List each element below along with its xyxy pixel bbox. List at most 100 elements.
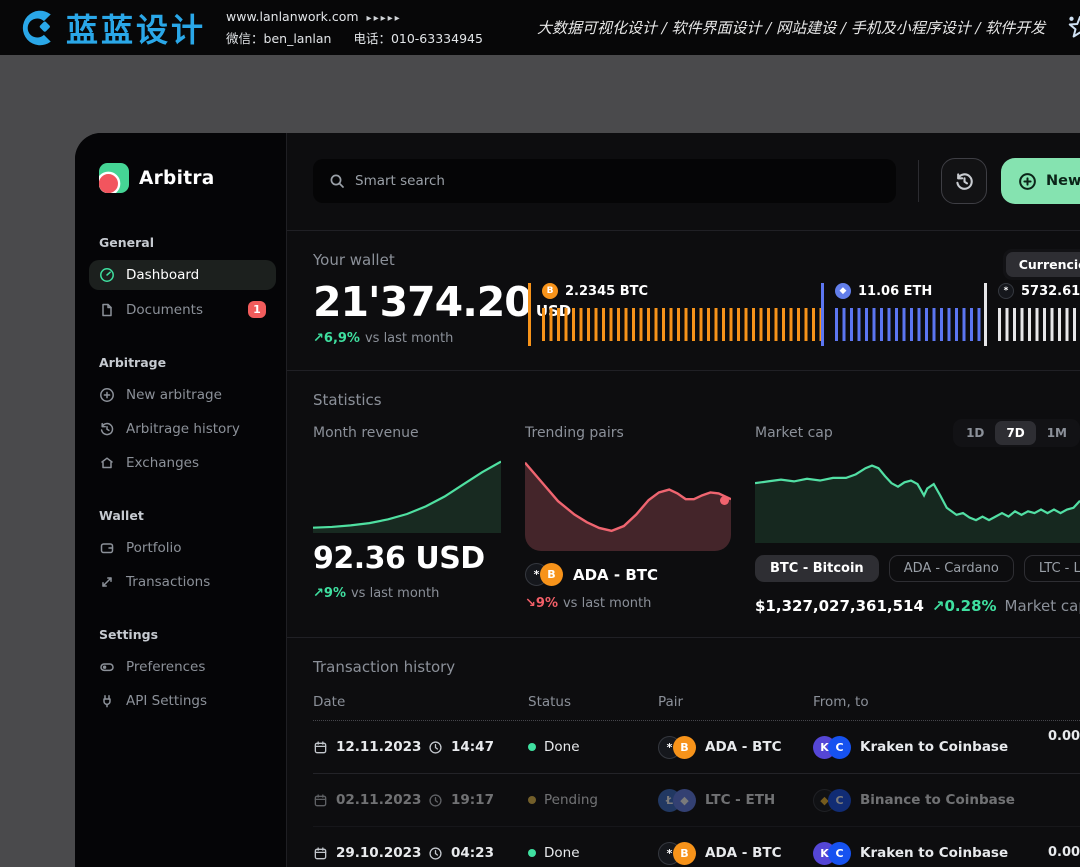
header-date: Date: [313, 694, 528, 710]
tx-date: 29.10.2023: [336, 845, 420, 861]
btc-icon: B: [542, 283, 558, 299]
star-icon: [1065, 13, 1080, 43]
change-note: vs last month: [351, 586, 439, 601]
header-pair: Pair: [658, 694, 813, 710]
trending-pairs-chart: [525, 455, 731, 551]
trending-pair: * B ADA - BTC: [525, 563, 731, 586]
chart-end-dot: [720, 496, 729, 505]
range-1d[interactable]: 1D: [955, 421, 995, 445]
banner-contact: www.lanlanwork.com▸▸▸▸▸ 微信：ben_lanlan电话：…: [226, 6, 483, 50]
coinbase-icon: C: [828, 842, 851, 865]
ada-amount: 5732.61 ADA: [1021, 284, 1080, 299]
transaction-history-section: Transaction history Date Status Pair Fro…: [287, 638, 1080, 867]
change-value: 9%: [536, 596, 558, 611]
cell-from-to: K C Kraken to Coinbase: [813, 736, 1048, 759]
table-row[interactable]: 29.10.2023 04:23 Done * B: [313, 827, 1080, 867]
pair-label: ADA - BTC: [573, 566, 658, 584]
table-header: Date Status Pair From, to: [313, 694, 1080, 721]
asset-eth: ◆ 11.06 ETH: [821, 283, 984, 346]
banner-url: www.lanlanwork.com: [226, 9, 359, 24]
wallet-icon: [99, 540, 115, 556]
exchange-icons: K C: [813, 842, 851, 865]
status-dot-pending: [528, 796, 536, 804]
toggle-currencies[interactable]: Currencies: [1006, 252, 1080, 277]
sidebar-item-label: New arbitrage: [126, 387, 222, 403]
from-to-label: Kraken to Coinbase: [860, 845, 1008, 861]
table-row[interactable]: 12.11.2023 14:47 Done * B: [313, 721, 1080, 774]
trend-up-icon: ↗: [313, 586, 324, 601]
status-dot-done: [528, 743, 536, 751]
coin-tags: BTC - Bitcoin ADA - Cardano LTC - Liteco…: [755, 555, 1080, 582]
cell-status: Done: [528, 739, 658, 755]
cell-pair: * B ADA - BTC: [658, 736, 813, 759]
btc-icon: B: [673, 842, 696, 865]
asset-ada: * 5732.61 ADA: [984, 283, 1080, 346]
banner-url-arrows: ▸▸▸▸▸: [367, 13, 402, 24]
pair-icons: * B: [658, 736, 696, 759]
change-value: 6,9%: [324, 331, 360, 346]
wallet-section: Your wallet Currencies E 21'374.20USD ↗6…: [287, 231, 1080, 371]
transactions-title: Transaction history: [313, 658, 1080, 676]
pair-icons: * B: [525, 563, 563, 586]
cell-amount: 0.0000: [1048, 844, 1080, 863]
tx-time: 14:47: [451, 739, 494, 755]
range-7d[interactable]: 7D: [995, 421, 1035, 445]
cell-date: 29.10.2023 04:23: [313, 845, 528, 861]
sidebar-item-exchanges[interactable]: Exchanges: [89, 448, 276, 478]
nav-group-arbitrage: Arbitrage New arbitrage Arbitrage histor…: [99, 355, 266, 478]
lanlan-logo: 蓝蓝设计: [18, 5, 206, 51]
plug-icon: [99, 693, 115, 709]
main-content: New a Your wallet Currencies E 21'374.20…: [286, 133, 1080, 867]
search-input[interactable]: [355, 173, 880, 189]
sidebar-item-api-settings[interactable]: API Settings: [89, 686, 276, 716]
tag-ada-cardano[interactable]: ADA - Cardano: [889, 555, 1014, 582]
new-arbitrage-button[interactable]: New a: [1001, 158, 1080, 204]
calendar-icon: [313, 740, 328, 755]
arbitra-brand[interactable]: Arbitra: [99, 163, 266, 193]
card-label: Market cap: [755, 425, 833, 441]
status-dot-done: [528, 849, 536, 857]
eth-amount: 11.06 ETH: [858, 284, 932, 299]
balance-value: 21'374.20: [313, 278, 532, 326]
sidebar-item-new-arbitrage[interactable]: New arbitrage: [89, 380, 276, 410]
btc-icon: B: [673, 736, 696, 759]
search-box[interactable]: [313, 159, 896, 203]
tag-btc-bitcoin[interactable]: BTC - Bitcoin: [755, 555, 879, 582]
pair-icons: * B: [658, 842, 696, 865]
sidebar-item-portfolio[interactable]: Portfolio: [89, 533, 276, 563]
cell-from-to: K C Kraken to Coinbase: [813, 842, 1048, 865]
tx-time: 19:17: [451, 792, 494, 808]
group-label: Wallet: [99, 508, 266, 523]
banner-tagline: 大数据可视化设计 / 软件界面设计 / 网站建设 / 手机及小程序设计 / 软件…: [537, 17, 1045, 38]
sidebar-item-preferences[interactable]: Preferences: [89, 652, 276, 682]
sidebar-item-label: API Settings: [126, 693, 207, 709]
trending-change: ↘9% vs last month: [525, 596, 731, 611]
history-button[interactable]: [941, 158, 987, 204]
amount-line1: 0.0000: [1048, 844, 1080, 863]
trend-down-icon: ↘: [525, 596, 536, 611]
sidebar-item-transactions[interactable]: Transactions: [89, 567, 276, 597]
range-1m[interactable]: 1M: [1036, 421, 1078, 445]
toggle-icon: [99, 659, 115, 675]
card-label: Month revenue: [313, 425, 501, 441]
tx-time: 04:23: [451, 845, 494, 861]
coinbase-icon: C: [828, 789, 851, 812]
tag-ltc-litecoin[interactable]: LTC - Litecoin: [1024, 555, 1080, 582]
sidebar-item-arbitrage-history[interactable]: Arbitrage history: [89, 414, 276, 444]
table-row[interactable]: 02.11.2023 19:17 Pending Ł ◆: [313, 774, 1080, 827]
topbar-divider: [918, 160, 919, 202]
cell-status: Pending: [528, 792, 658, 808]
sidebar-item-dashboard[interactable]: Dashboard: [89, 260, 276, 290]
sidebar-item-label: Dashboard: [126, 267, 199, 283]
plus-circle-icon: [1018, 172, 1037, 191]
cell-status: Done: [528, 845, 658, 861]
btc-amount: 2.2345 BTC: [565, 284, 648, 299]
from-to-label: Binance to Coinbase: [860, 792, 1015, 808]
ada-icon: *: [998, 283, 1014, 299]
sidebar-item-label: Preferences: [126, 659, 205, 675]
clock-icon: [428, 793, 443, 808]
brand-name: Arbitra: [139, 168, 215, 189]
change-note: vs last month: [365, 331, 453, 346]
lanlan-logo-text: 蓝蓝设计: [66, 5, 206, 51]
sidebar-item-documents[interactable]: Documents 1: [89, 294, 276, 325]
